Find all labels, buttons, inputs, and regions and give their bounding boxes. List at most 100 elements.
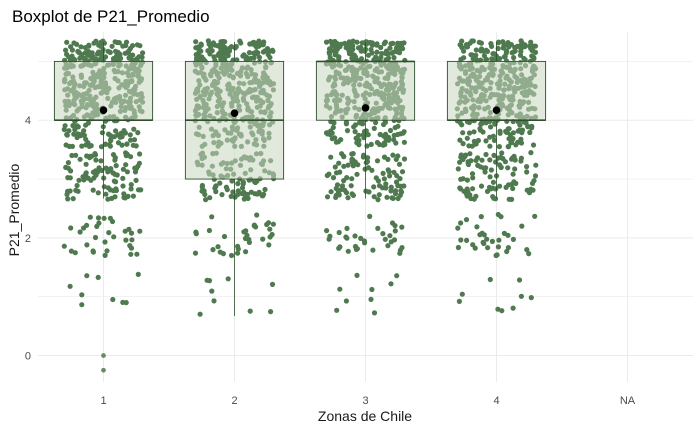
jitter-point [458,220,464,226]
jitter-point [221,233,228,240]
jitter-point [510,136,516,142]
jitter-point [124,169,130,175]
jitter-point [455,166,461,172]
jitter-point [267,234,273,240]
jitter-point [495,45,501,52]
jitter-point [503,184,509,190]
jitter-point [390,40,396,47]
jitter-point [113,163,119,169]
jitter-point [215,244,221,250]
jitter-point [192,250,199,256]
jitter-point [379,50,385,57]
jitter-point [77,229,83,235]
jitter-point [374,139,380,146]
jitter-point [267,226,273,232]
jitter-point [490,179,496,185]
jitter-point [123,237,129,243]
jitter-point [78,44,84,50]
jitter-point [463,152,469,158]
jitter-point [377,56,383,62]
jitter-point [253,224,259,230]
jitter-point [81,128,87,134]
jitter-point [349,151,355,157]
jitter-point [63,142,69,148]
jitter-point [135,187,142,193]
jitter-point [466,119,472,126]
jitter-point [381,176,387,182]
jitter-point [77,156,83,162]
jitter-point [81,132,87,138]
jitter-point [109,43,115,49]
jitter-point [240,179,246,185]
jitter-point [112,39,118,45]
jitter-point [385,243,391,249]
jitter-point [193,39,199,45]
jitter-point [363,160,369,166]
jitter-point [125,193,131,199]
jitter-point [496,144,502,150]
jitter-point [525,124,532,130]
jitter-point [532,213,538,219]
jitter-point [140,50,146,56]
jitter-point [354,246,360,252]
jitter-point [459,122,465,128]
jitter-point [248,55,254,62]
jitter-point [469,52,475,58]
jitter-point [365,155,371,161]
jitter-point [246,50,253,56]
jitter-point [213,183,219,190]
jitter-point [505,42,512,48]
jitter-point [352,122,359,128]
jitter-point [401,139,407,145]
jitter-point [270,48,276,54]
jitter-point [455,244,461,251]
jitter-point [110,296,116,303]
jitter-point [96,42,102,48]
jitter-point [328,154,334,160]
jitter-point [382,236,388,242]
jitter-point [371,184,377,190]
jitter-point [394,273,400,279]
jitter-point [68,44,74,50]
jitter-point [94,223,100,229]
jitter-point [469,171,476,177]
mean-marker [492,106,501,115]
jitter-point [373,54,379,60]
jitter-point [381,121,387,128]
jitter-point [101,40,107,46]
jitter-point [487,186,494,192]
y-tick-labels: 0 2 4 [25,115,31,362]
jitter-point [368,47,374,53]
jitter-point [225,276,231,282]
jitter-point [264,221,270,228]
jitter-point [396,161,403,167]
jitter-point [530,142,537,148]
jitter-point [195,56,201,62]
jitter-point [479,230,485,236]
jitter-point [104,248,110,254]
jitter-point [392,228,398,234]
jitter-point [370,247,376,253]
jitter-point [241,196,247,202]
jitter-point [123,42,129,49]
jitter-point [243,249,249,255]
jitter-point [244,232,250,238]
jitter-point [393,140,399,146]
jitter-point [334,46,340,52]
jitter-point [522,44,528,50]
jitter-point [511,153,517,159]
jitter-point [497,183,503,189]
jitter-point [83,122,89,128]
jitter-point [505,126,511,132]
jitter-point [364,131,371,137]
jitter-point [130,43,136,49]
jitter-point [222,44,228,51]
jitter-point [107,215,113,221]
jitter-point [209,288,215,294]
jitter-point [128,182,134,188]
jitter-point [67,188,73,194]
jitter-point [518,155,525,161]
jitter-point [504,248,510,255]
jitter-point [240,53,246,59]
jitter-point [337,244,343,250]
